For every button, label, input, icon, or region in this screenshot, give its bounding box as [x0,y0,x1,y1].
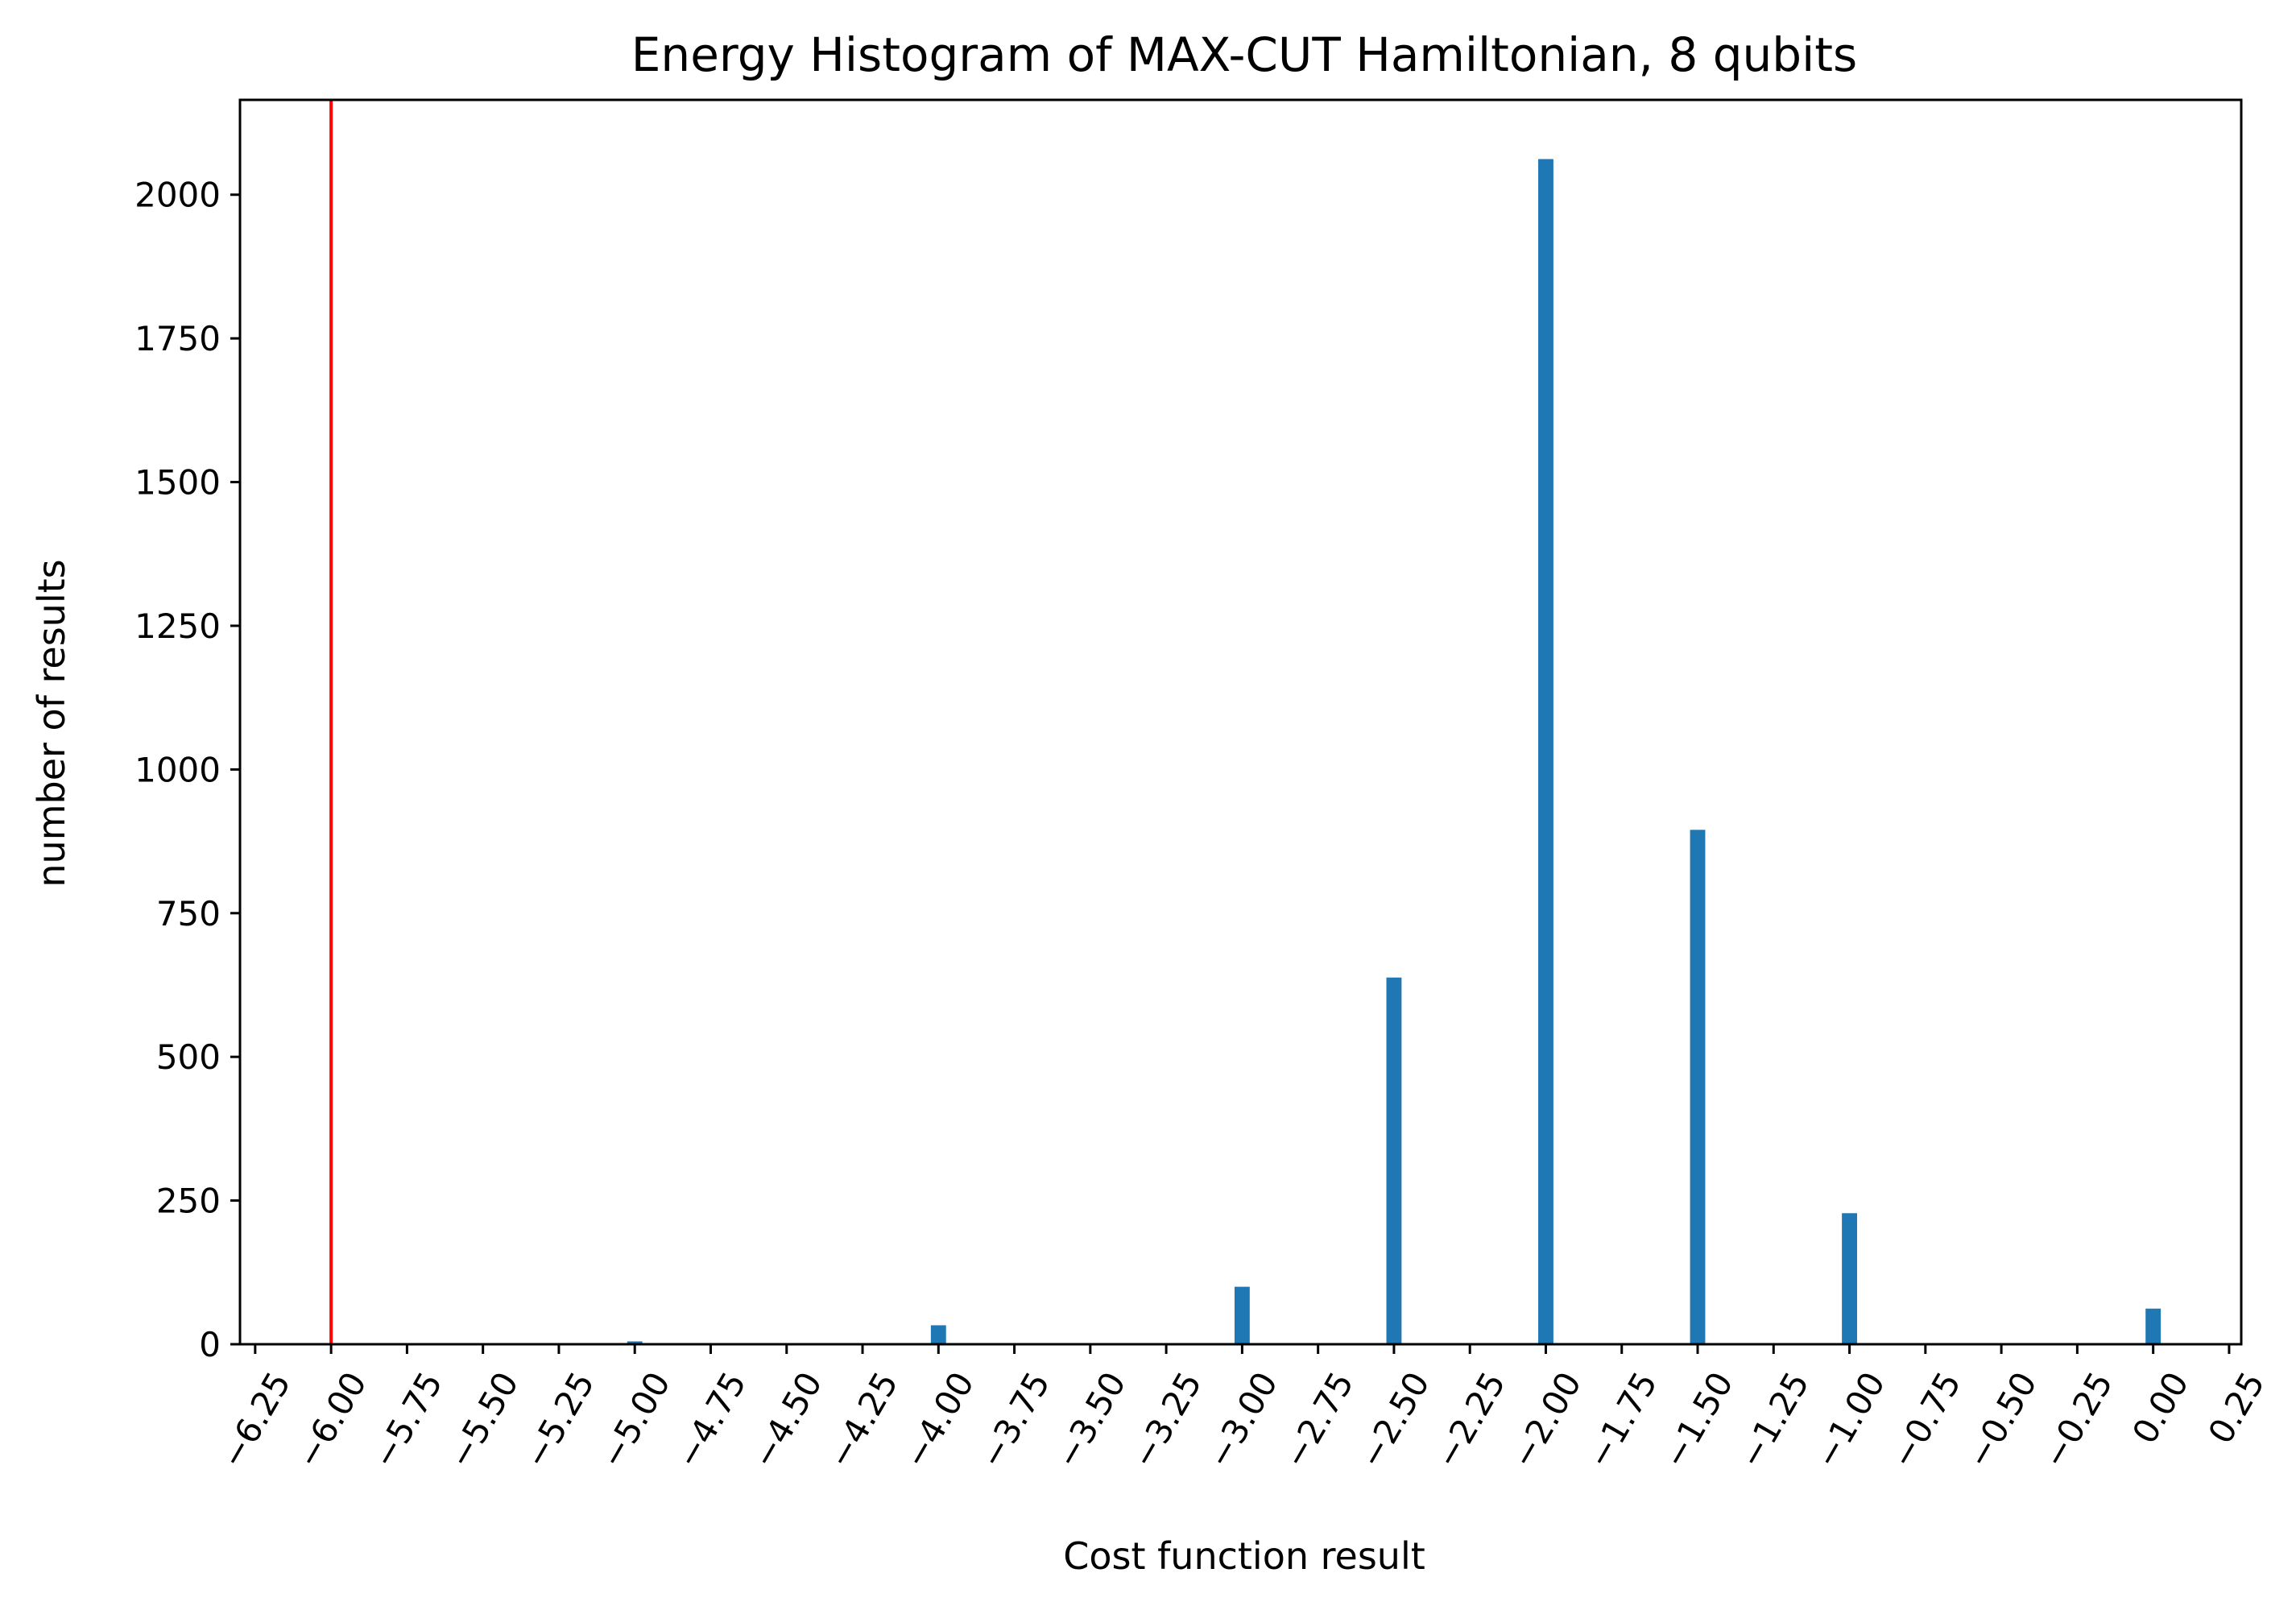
x-axis-label: Cost function result [1063,1534,1425,1578]
histogram-bar [1842,1213,1857,1344]
bars-group [627,159,2162,1345]
histogram-bar [2145,1308,2162,1344]
axes-frame [238,98,2243,1346]
y-axis-label: number of results [30,559,73,887]
histogram-bar [1538,159,1553,1345]
histogram-bar [930,1325,946,1344]
y-tick-label: 250 [156,1182,221,1221]
y-tick-label: 1750 [134,319,221,358]
chart-title: Energy Histogram of MAX-CUT Hamiltonian,… [631,27,1857,82]
y-tick-label: 1500 [134,463,221,503]
histogram-bar [1234,1286,1250,1344]
y-tick-label: 2000 [134,176,221,215]
y-axis: 0 250 500 750 1000 1250 1500 1750 2000 [134,176,240,1364]
histogram-bar [1690,830,1706,1344]
histogram-bar [1386,977,1402,1344]
histogram-bar [627,1341,643,1344]
y-tick-label: 500 [156,1037,221,1077]
y-tick-label: 0 [199,1325,221,1364]
y-tick-label: 1250 [134,606,221,646]
y-tick-label: 1000 [134,750,221,789]
y-tick-label: 750 [156,894,221,933]
